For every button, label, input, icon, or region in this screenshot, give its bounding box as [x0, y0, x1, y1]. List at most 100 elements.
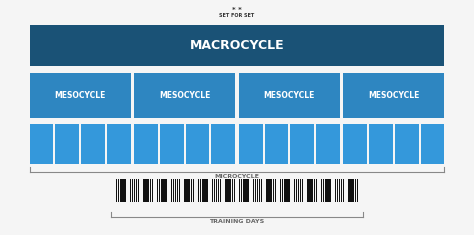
FancyBboxPatch shape — [211, 125, 235, 164]
FancyBboxPatch shape — [280, 179, 281, 202]
FancyBboxPatch shape — [302, 179, 303, 202]
FancyBboxPatch shape — [316, 125, 340, 164]
FancyBboxPatch shape — [186, 179, 188, 202]
FancyBboxPatch shape — [234, 179, 235, 202]
FancyBboxPatch shape — [239, 179, 240, 202]
FancyBboxPatch shape — [214, 179, 215, 202]
FancyBboxPatch shape — [241, 179, 242, 202]
FancyBboxPatch shape — [124, 179, 126, 202]
FancyBboxPatch shape — [150, 179, 151, 202]
FancyBboxPatch shape — [296, 179, 297, 202]
FancyBboxPatch shape — [189, 179, 190, 202]
FancyBboxPatch shape — [353, 179, 354, 202]
FancyBboxPatch shape — [259, 179, 260, 202]
FancyBboxPatch shape — [132, 179, 133, 202]
FancyBboxPatch shape — [344, 73, 444, 118]
FancyBboxPatch shape — [271, 179, 272, 202]
FancyBboxPatch shape — [327, 179, 328, 202]
FancyBboxPatch shape — [323, 179, 324, 202]
FancyBboxPatch shape — [220, 179, 221, 202]
FancyBboxPatch shape — [243, 179, 245, 202]
FancyBboxPatch shape — [275, 179, 276, 202]
FancyBboxPatch shape — [200, 179, 201, 202]
FancyBboxPatch shape — [134, 73, 235, 118]
FancyBboxPatch shape — [369, 125, 393, 164]
FancyBboxPatch shape — [290, 125, 314, 164]
FancyBboxPatch shape — [343, 179, 345, 202]
FancyBboxPatch shape — [118, 179, 119, 202]
FancyBboxPatch shape — [357, 179, 358, 202]
FancyBboxPatch shape — [146, 179, 147, 202]
FancyBboxPatch shape — [30, 25, 444, 67]
FancyBboxPatch shape — [355, 179, 356, 202]
FancyBboxPatch shape — [316, 179, 317, 202]
FancyBboxPatch shape — [321, 179, 322, 202]
Text: MESOCYCLE: MESOCYCLE — [264, 91, 315, 100]
Text: MACROCYCLE: MACROCYCLE — [190, 39, 284, 52]
FancyBboxPatch shape — [288, 179, 290, 202]
FancyBboxPatch shape — [211, 179, 213, 202]
FancyBboxPatch shape — [136, 179, 137, 202]
FancyBboxPatch shape — [134, 125, 158, 164]
FancyBboxPatch shape — [198, 179, 199, 202]
FancyBboxPatch shape — [335, 179, 336, 202]
FancyBboxPatch shape — [341, 179, 342, 202]
FancyBboxPatch shape — [261, 179, 263, 202]
FancyBboxPatch shape — [116, 179, 117, 202]
Text: MESOCYCLE: MESOCYCLE — [368, 91, 419, 100]
FancyBboxPatch shape — [204, 179, 206, 202]
FancyBboxPatch shape — [239, 73, 340, 118]
FancyBboxPatch shape — [264, 125, 288, 164]
FancyBboxPatch shape — [147, 179, 149, 202]
FancyBboxPatch shape — [81, 125, 105, 164]
FancyBboxPatch shape — [311, 179, 313, 202]
FancyBboxPatch shape — [206, 179, 208, 202]
Text: * *: * * — [232, 7, 242, 13]
FancyBboxPatch shape — [216, 179, 217, 202]
FancyBboxPatch shape — [273, 179, 274, 202]
FancyBboxPatch shape — [232, 179, 233, 202]
FancyBboxPatch shape — [348, 179, 350, 202]
FancyBboxPatch shape — [282, 179, 283, 202]
FancyBboxPatch shape — [293, 179, 295, 202]
FancyBboxPatch shape — [284, 179, 285, 202]
FancyBboxPatch shape — [344, 125, 367, 164]
FancyBboxPatch shape — [30, 73, 130, 118]
FancyBboxPatch shape — [120, 179, 121, 202]
FancyBboxPatch shape — [229, 179, 231, 202]
FancyBboxPatch shape — [300, 179, 301, 202]
FancyBboxPatch shape — [191, 179, 192, 202]
FancyBboxPatch shape — [152, 179, 153, 202]
FancyBboxPatch shape — [228, 179, 229, 202]
FancyBboxPatch shape — [186, 125, 210, 164]
Text: SET FOR SET: SET FOR SET — [219, 12, 255, 18]
FancyBboxPatch shape — [161, 179, 163, 202]
FancyBboxPatch shape — [134, 179, 135, 202]
FancyBboxPatch shape — [175, 179, 176, 202]
Text: TRAINING DAYS: TRAINING DAYS — [210, 219, 264, 224]
FancyBboxPatch shape — [245, 179, 246, 202]
FancyBboxPatch shape — [395, 125, 419, 164]
FancyBboxPatch shape — [218, 179, 219, 202]
FancyBboxPatch shape — [310, 179, 311, 202]
FancyBboxPatch shape — [268, 179, 270, 202]
FancyBboxPatch shape — [255, 179, 256, 202]
FancyBboxPatch shape — [225, 179, 227, 202]
FancyBboxPatch shape — [286, 179, 288, 202]
FancyBboxPatch shape — [163, 179, 164, 202]
Text: MESOCYCLE: MESOCYCLE — [159, 91, 210, 100]
FancyBboxPatch shape — [337, 179, 338, 202]
FancyBboxPatch shape — [129, 179, 131, 202]
FancyBboxPatch shape — [257, 179, 258, 202]
FancyBboxPatch shape — [266, 179, 268, 202]
FancyBboxPatch shape — [30, 125, 54, 164]
FancyBboxPatch shape — [177, 179, 178, 202]
FancyBboxPatch shape — [314, 179, 315, 202]
FancyBboxPatch shape — [193, 179, 194, 202]
FancyBboxPatch shape — [339, 179, 340, 202]
Text: MICROCYCLE: MICROCYCLE — [215, 174, 259, 179]
FancyBboxPatch shape — [329, 179, 331, 202]
FancyBboxPatch shape — [159, 179, 160, 202]
FancyBboxPatch shape — [184, 179, 186, 202]
FancyBboxPatch shape — [157, 179, 158, 202]
